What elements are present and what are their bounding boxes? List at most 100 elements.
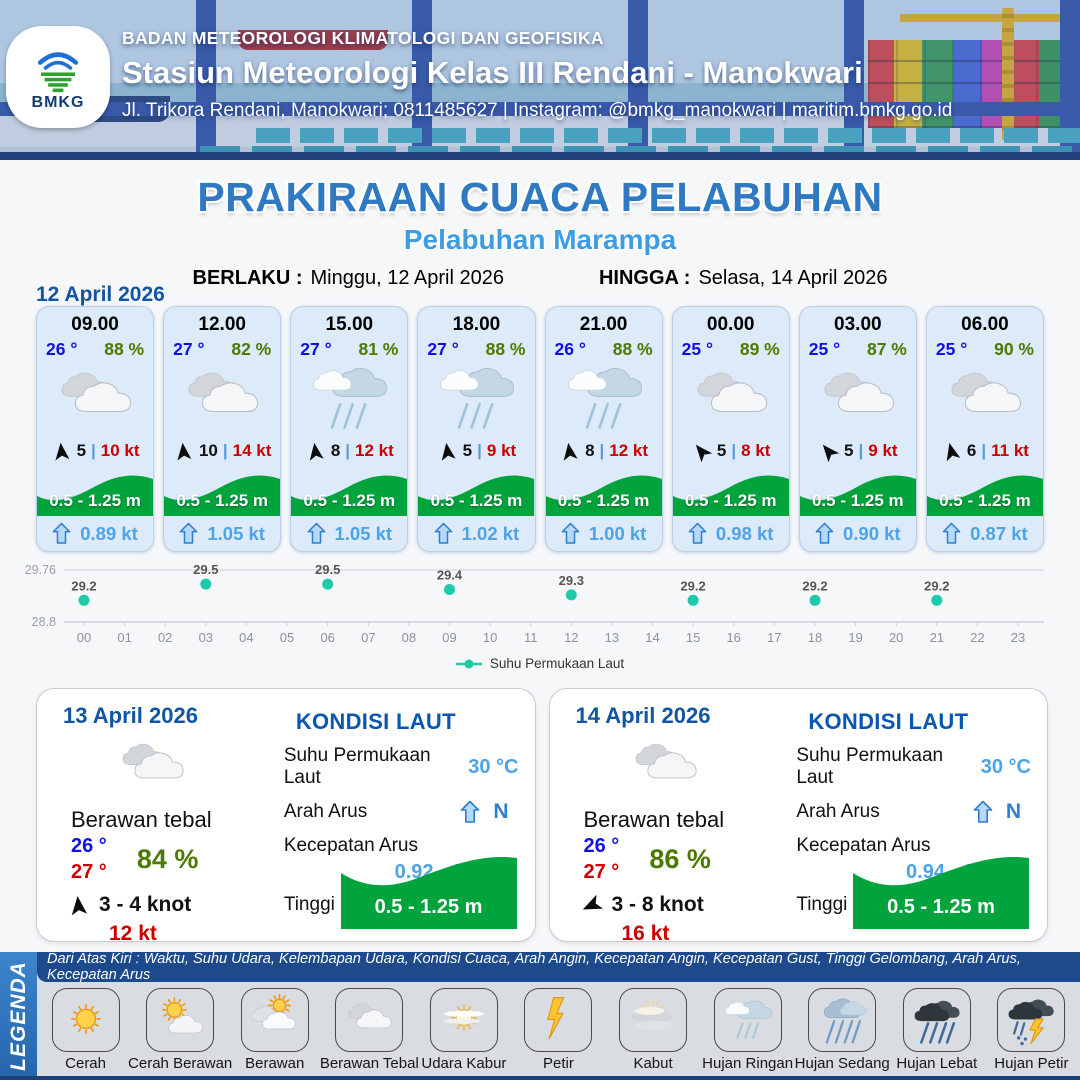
svg-text:23: 23 — [1011, 630, 1025, 645]
daily-wind-range: 3 - 8 knot — [611, 893, 704, 916]
forecast-time: 09.00 — [71, 314, 119, 335]
bottom-bar — [0, 1076, 1080, 1080]
wave-height-band: 0.5 - 1.25 m — [291, 464, 408, 516]
weather-icon — [673, 360, 789, 438]
station-name: Stasiun Meteorologi Kelas III Rendani - … — [122, 55, 863, 90]
separator: | — [477, 441, 482, 460]
legend-item: Berawan — [229, 988, 321, 1072]
air-temperature: 26 ° — [554, 339, 586, 359]
legend-item-label: Hujan Ringan — [702, 1055, 794, 1072]
wave-height-value: 0.5 - 1.25 m — [176, 491, 269, 510]
weather-icon — [800, 360, 916, 438]
daily-forecast-card: 13 April 2026 Berawan tebal 26 ° 27 ° 84… — [36, 688, 536, 945]
svg-text:09: 09 — [442, 630, 456, 645]
hingga-value: Selasa, 14 April 2026 — [698, 267, 888, 289]
daily-gust: 12 kt — [109, 922, 157, 945]
humidity: 81 % — [358, 339, 399, 359]
legend-item: Udara Kabur — [418, 988, 510, 1072]
svg-text:07: 07 — [361, 630, 375, 645]
legend-weather-icon — [808, 988, 877, 1052]
current-direction-icon — [434, 521, 453, 546]
legend-item: Petir — [512, 988, 604, 1072]
humidity: 82 % — [231, 339, 272, 359]
wind-direction-icon — [580, 894, 603, 917]
wind-gust: 11 kt — [991, 441, 1029, 460]
weather-icon — [164, 360, 280, 438]
svg-text:15: 15 — [686, 630, 700, 645]
legend-item-label: Cerah Berawan — [128, 1055, 233, 1072]
legend-weather-icon — [524, 988, 593, 1052]
wind-gust: 12 kt — [609, 441, 649, 460]
current-direction-value: N — [493, 800, 509, 823]
current-speed: 0.98 kt — [715, 522, 774, 544]
forecast-time: 12.00 — [198, 314, 246, 335]
daily-cards-row: 13 April 2026 Berawan tebal 26 ° 27 ° 84… — [36, 688, 1048, 945]
daily-gust: 16 kt — [621, 922, 670, 945]
separator: | — [222, 441, 228, 460]
legend-item-label: Berawan — [245, 1055, 305, 1072]
humidity: 90 % — [994, 339, 1034, 359]
svg-text:29.5: 29.5 — [315, 562, 340, 577]
legend-item: Hujan Lebat — [891, 988, 983, 1072]
svg-text:29.2: 29.2 — [680, 578, 705, 593]
air-temperature: 26 ° — [46, 339, 78, 359]
wave-height-band: 0.5 - 1.25 m — [926, 464, 1043, 516]
svg-text:13: 13 — [605, 630, 619, 645]
berlaku-value: Minggu, 12 April 2026 — [310, 267, 504, 289]
svg-text:14: 14 — [645, 630, 659, 645]
bmkg-logo-text: BMKG — [31, 93, 85, 111]
svg-text:11: 11 — [524, 630, 538, 645]
wind-direction-icon — [305, 441, 326, 462]
separator: | — [858, 441, 864, 460]
daily-weather-icon — [93, 731, 211, 803]
air-temperature: 25 ° — [808, 339, 841, 359]
humidity: 89 % — [739, 339, 780, 359]
forecast-time: 15.00 — [325, 314, 374, 335]
wave-height-badge: 0.5 - 1.25 m — [340, 847, 517, 929]
wind-speed: 6 — [966, 441, 977, 460]
legend-item: Hujan Ringan — [702, 988, 794, 1072]
wind-gust: 8 kt — [741, 441, 771, 460]
daily-weather-icon — [606, 731, 724, 803]
wave-height-value: 0.5 - 1.25 m — [557, 491, 650, 510]
daily-condition: Berawan tebal — [583, 807, 725, 832]
separator: | — [731, 441, 737, 460]
wind-direction-icon — [818, 441, 840, 462]
humidity: 88 % — [104, 339, 145, 359]
page-title: PRAKIRAAN CUACA PELABUHAN — [197, 174, 883, 220]
svg-text:08: 08 — [402, 630, 416, 645]
daily-date: 14 April 2026 — [575, 703, 711, 728]
sea-conditions-title: KONDISI LAUT — [295, 709, 456, 734]
legend-item: Kabut — [607, 988, 699, 1072]
hourly-cards-row: 09.00 26 ° 88 % 5 | 10 kt 0.5 - 1.25 m 0… — [36, 306, 1044, 552]
wave-height-band: 0.5 - 1.25 m — [418, 464, 535, 516]
wind-speed: 5 — [462, 441, 473, 460]
daily-humidity: 84 % — [136, 844, 199, 874]
wind-gust: 9 kt — [486, 441, 517, 460]
weather-icon — [291, 360, 407, 438]
legend-items-row: Cerah Cerah Berawan Berawan Berawan Teba… — [37, 984, 1080, 1080]
current-direction-value: N — [1005, 800, 1021, 823]
separator: | — [981, 441, 987, 460]
svg-text:05: 05 — [280, 630, 294, 645]
current-speed: 1.05 kt — [207, 522, 265, 544]
wave-height-value: 0.5 - 1.25 m — [49, 491, 141, 510]
air-temperature: 25 ° — [681, 339, 713, 359]
bmkg-logo-icon — [37, 51, 79, 92]
chart-legend-label: Suhu Permukaan Laut — [489, 656, 625, 671]
port-name: Pelabuhan Marampa — [403, 224, 677, 255]
hourly-forecast-card: 03.00 25 ° 87 % 5 | 9 kt 0.5 - 1.25 m 0.… — [798, 306, 917, 552]
legend-section: LEGENDA Dari Atas Kiri : Waktu, Suhu Uda… — [0, 951, 1080, 1080]
legend-weather-icon — [51, 988, 120, 1052]
temp-min: 26 ° — [71, 835, 107, 857]
temp-max: 27 ° — [71, 861, 107, 883]
legend-item: Cerah — [40, 988, 132, 1072]
current-direction-icon — [179, 521, 198, 546]
air-temperature: 25 ° — [935, 339, 968, 359]
wave-height-band: 0.5 - 1.25 m — [37, 464, 154, 516]
svg-text:03: 03 — [199, 630, 213, 645]
svg-text:01: 01 — [117, 630, 131, 645]
humidity: 88 % — [485, 339, 526, 359]
wave-height-value: 0.5 - 1.25 m — [374, 896, 483, 918]
legend-item: Berawan Tebal — [320, 988, 419, 1072]
